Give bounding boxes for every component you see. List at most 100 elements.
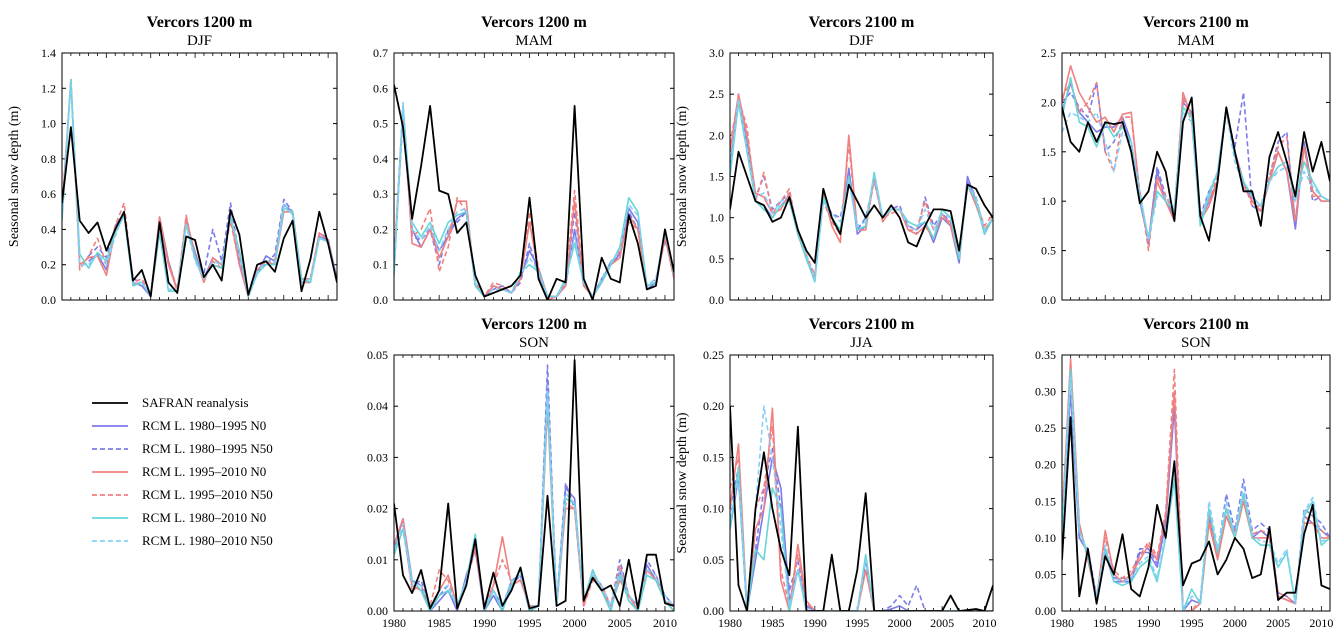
- series-safran-reanalysis: [730, 150, 993, 264]
- series-rcm-l-1980-2010-n0: [730, 101, 993, 283]
- panel-3: Vercors 2100 m DJF 0.0 0.5 1.0 1.5 2.0 2.5 3.0 Se…: [675, 14, 994, 307]
- panel-1: Vercors 1200 m DJF 0.0 0.2 0.4 0.6 0.8 1.0 1.2 1.…: [7, 14, 338, 307]
- y-tick-label: 1.4: [41, 46, 56, 60]
- y-tick-label: 0.20: [1035, 458, 1056, 472]
- y-tick-label: 0.3: [373, 187, 388, 201]
- x-tick-label: 2010: [653, 616, 677, 630]
- x-tick-label: 2000: [888, 616, 912, 630]
- series-rcm-l-1980-2010-n0: [1062, 368, 1330, 611]
- y-tick-label: 0.25: [1035, 421, 1056, 435]
- y-tick-label: 0.03: [367, 450, 388, 464]
- panel-subtitle: DJF: [187, 33, 212, 49]
- legend-label: RCM L. 1995–2010 N50: [142, 487, 273, 502]
- y-tick-label: 0.5: [709, 252, 724, 266]
- plot-frame: [1061, 52, 1331, 301]
- x-tick-label: 1995: [845, 616, 869, 630]
- y-tick-label: 1.5: [1041, 145, 1056, 159]
- x-tick-label: 1980: [718, 616, 742, 630]
- series-rcm-l-1980-2010-n50: [1062, 376, 1330, 611]
- panel-title: Vercors 1200 m: [481, 316, 587, 333]
- legend-label: SAFRAN reanalysis: [142, 395, 249, 410]
- y-tick-label: 0.00: [367, 604, 388, 618]
- legend-label: RCM L. 1995–2010 N0: [142, 464, 266, 479]
- series-rcm-l-1980-2010-n0: [1062, 76, 1330, 240]
- y-tick-label: 0.5: [373, 117, 388, 131]
- plot-frame: [729, 52, 994, 301]
- y-tick-label: 0.1: [373, 258, 388, 272]
- panel-subtitle: MAM: [1177, 33, 1215, 49]
- y-tick-label: 0.2: [41, 258, 56, 272]
- x-tick-label: 2010: [1309, 616, 1333, 630]
- series-rcm-l-1980-2010-n50: [730, 405, 993, 611]
- y-tick-label: 0.7: [373, 46, 388, 60]
- y-tick-label: 0.10: [1035, 531, 1056, 545]
- plot-frame: [61, 52, 338, 301]
- y-tick-label: 0.0: [373, 293, 388, 307]
- series-rcm-l-1980-2010-n50: [730, 97, 993, 281]
- x-tick-label: 1990: [803, 616, 827, 630]
- series-rcm-l-1995-2010-n0: [730, 93, 993, 281]
- panel-subtitle: SON: [1181, 335, 1211, 351]
- x-tick-label: 1990: [1136, 616, 1160, 630]
- series-rcm-l-1980-2010-n50: [62, 84, 337, 296]
- y-tick-label: 0.2: [373, 222, 388, 236]
- plot-frame: [393, 52, 675, 301]
- x-tick-label: 1990: [472, 616, 496, 630]
- panel-subtitle: SON: [519, 335, 549, 351]
- legend-label: RCM L. 1980–2010 N0: [142, 510, 266, 525]
- y-tick-label: 0.00: [1035, 604, 1056, 618]
- y-tick-label: 0.30: [1035, 385, 1056, 399]
- y-tick-label: 0.35: [1035, 348, 1056, 362]
- x-tick-label: 1995: [1180, 616, 1204, 630]
- y-tick-label: 0.25: [703, 348, 724, 362]
- series-safran-reanalysis: [62, 126, 337, 298]
- series-rcm-l-1995-2010-n50: [1062, 368, 1330, 611]
- x-tick-label: 2000: [1223, 616, 1247, 630]
- legend: SAFRAN reanalysis RCM L. 1980–1995 N0 RCM …: [92, 395, 273, 548]
- series-rcm-l-1980-1995-n50: [394, 115, 674, 298]
- series-safran-reanalysis: [394, 359, 674, 610]
- series-rcm-l-1980-2010-n50: [394, 384, 674, 607]
- series-rcm-l-1980-2010-n0: [62, 78, 337, 298]
- series-safran-reanalysis: [730, 406, 993, 611]
- y-tick-label: 0.4: [373, 152, 388, 166]
- series-rcm-l-1980-1995-n50: [730, 93, 993, 278]
- y-tick-label: 0.6: [41, 187, 56, 201]
- panel-7: Vercors 2100 m SON 0.00 0.05 0.10 0.15 0.20 0.2…: [1035, 316, 1333, 630]
- series-rcm-l-1995-2010-n0: [1062, 357, 1330, 611]
- series-rcm-l-1980-1995-n0: [730, 101, 993, 281]
- series-rcm-l-1980-1995-n0: [1062, 390, 1330, 611]
- y-tick-label: 0.02: [367, 502, 388, 516]
- panel-title: Vercors 2100 m: [809, 14, 915, 31]
- y-tick-label: 0.6: [373, 81, 388, 95]
- series-rcm-l-1995-2010-n50: [730, 425, 993, 611]
- legend-label: RCM L. 1980–2010 N50: [142, 533, 273, 548]
- panel-title: Vercors 2100 m: [1143, 316, 1249, 333]
- y-tick-label: 0.15: [1035, 494, 1056, 508]
- panel-title: Vercors 1200 m: [147, 14, 253, 31]
- series-rcm-l-1980-2010-n50: [1062, 111, 1330, 242]
- series-rcm-l-1980-1995-n50: [394, 364, 674, 607]
- series-safran-reanalysis: [1062, 416, 1330, 605]
- x-tick-label: 1980: [382, 616, 406, 630]
- series-rcm-l-1995-2010-n50: [62, 80, 337, 296]
- y-tick-label: 3.0: [709, 46, 724, 60]
- y-tick-label: 0.05: [703, 553, 724, 567]
- legend-label: RCM L. 1980–1995 N50: [142, 441, 273, 456]
- y-tick-label: 0.01: [367, 553, 388, 567]
- y-tick-label: 1.0: [709, 211, 724, 225]
- y-tick-label: 0.00: [703, 604, 724, 618]
- panel-2: Vercors 1200 m MAM 0.0 0.1 0.2 0.3 0.4 0.5 0.6 0.…: [373, 14, 675, 307]
- panel-4: Vercors 2100 m MAM 0.0 0.5 1.0 1.5 2.0 2.5: [1041, 14, 1331, 307]
- y-tick-label: 0.05: [367, 348, 388, 362]
- y-tick-label: 2.5: [1041, 46, 1056, 60]
- series-rcm-l-1980-2010-n0: [394, 105, 674, 298]
- series-safran-reanalysis: [394, 84, 674, 300]
- series-safran-reanalysis: [1062, 96, 1330, 242]
- x-tick-label: 1980: [1050, 616, 1074, 630]
- y-tick-label: 0.10: [703, 502, 724, 516]
- panel-subtitle: MAM: [515, 33, 553, 49]
- panel-title: Vercors 2100 m: [809, 316, 915, 333]
- plot-frame: [729, 354, 994, 612]
- x-tick-label: 2000: [563, 616, 587, 630]
